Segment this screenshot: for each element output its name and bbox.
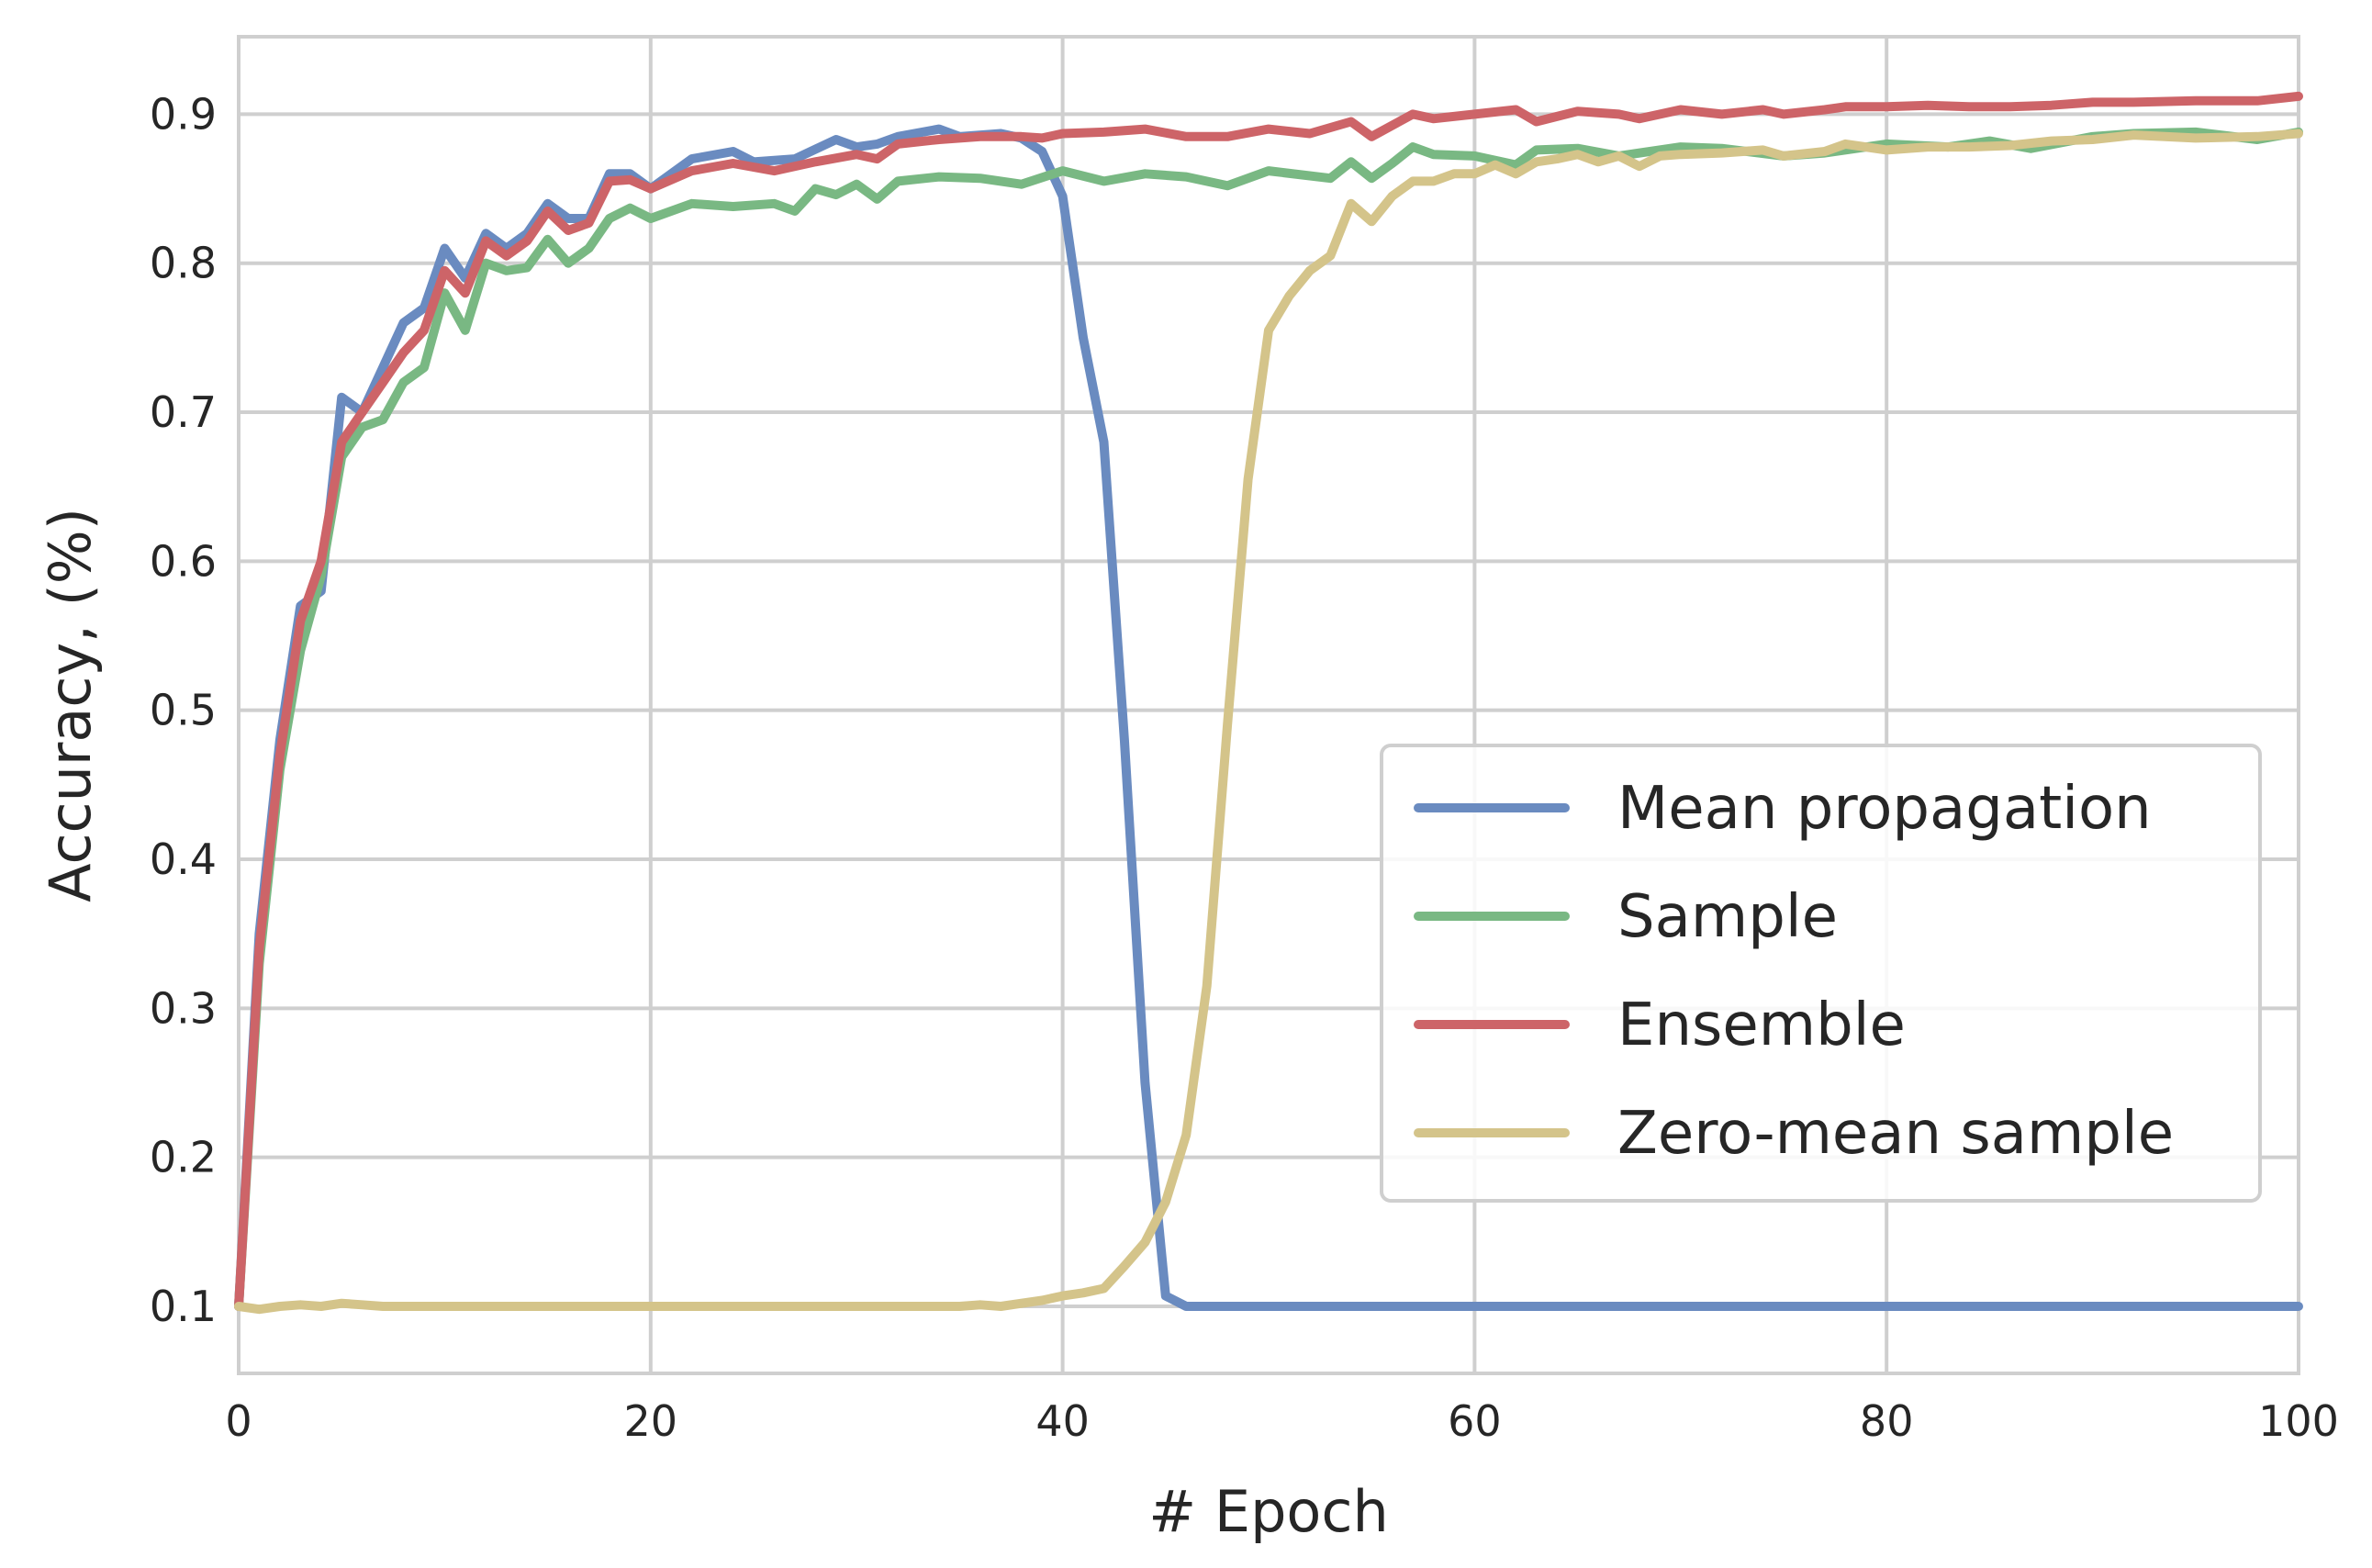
y-tick-label: 0.8 bbox=[150, 239, 217, 288]
y-tick-label: 0.3 bbox=[150, 983, 217, 1033]
y-tick-label: 0.2 bbox=[150, 1133, 217, 1182]
series-lines bbox=[234, 91, 2303, 1315]
y-tick-label: 0.4 bbox=[150, 834, 217, 884]
y-tick-label: 0.7 bbox=[150, 387, 217, 437]
series-line-zero-mean-sample bbox=[234, 129, 2303, 1315]
tick-labels: 0 20 40 60 80 100 0.1 0.2 0.3 0.4 0.5 0.6 0.7 0.8 0.9 bbox=[150, 89, 2339, 1446]
series-line-ensemble bbox=[234, 91, 2303, 1311]
y-tick-label: 0.6 bbox=[150, 536, 217, 586]
x-tick-label: 100 bbox=[2258, 1396, 2339, 1446]
x-axis-label: # Epoch bbox=[1148, 1478, 1389, 1545]
legend-entry-zero-mean-sample: Zero-mean sample bbox=[1414, 1100, 2174, 1168]
x-tick-label: 60 bbox=[1448, 1396, 1502, 1446]
plot-frame bbox=[237, 35, 2300, 1375]
y-tick-label: 0.1 bbox=[150, 1282, 217, 1331]
series-line-mean-propagation bbox=[234, 124, 2303, 1311]
legend-label: Zero-mean sample bbox=[1617, 1100, 2174, 1168]
legend: Mean propagation Sample Ensemble Zero-mean … bbox=[1380, 744, 2262, 1203]
x-tick-label: 20 bbox=[624, 1396, 678, 1446]
x-tick-label: 0 bbox=[225, 1396, 252, 1446]
legend-label: Sample bbox=[1617, 883, 1838, 951]
y-tick-label: 0.5 bbox=[150, 686, 217, 735]
x-tick-label: 40 bbox=[1035, 1396, 1090, 1446]
legend-entry-ensemble: Ensemble bbox=[1414, 991, 1906, 1059]
legend-entry-sample: Sample bbox=[1414, 883, 1838, 951]
legend-box bbox=[1380, 744, 2262, 1203]
x-tick-label: 80 bbox=[1860, 1396, 1914, 1446]
legend-label: Mean propagation bbox=[1617, 775, 2152, 843]
y-tick-label: 0.9 bbox=[150, 89, 217, 139]
y-axis-label: Accuracy, (%) bbox=[37, 508, 104, 902]
legend-items: Mean propagation Sample Ensemble Zero-mean … bbox=[1414, 775, 2174, 1168]
legend-label: Ensemble bbox=[1617, 991, 1906, 1059]
legend-entry-mean-propagation: Mean propagation bbox=[1414, 775, 2152, 843]
